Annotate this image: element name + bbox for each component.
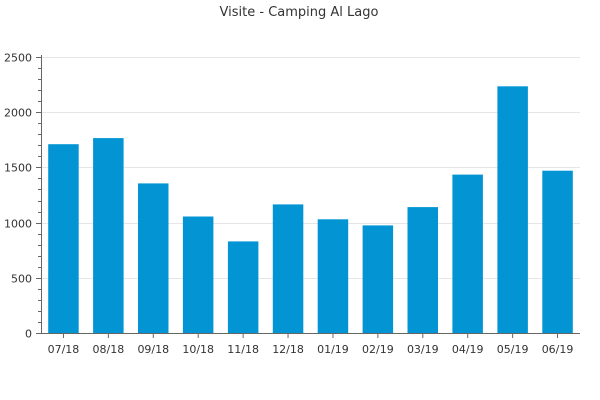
x-tick-label: 12/18 xyxy=(272,343,304,356)
bar xyxy=(317,219,349,333)
y-tick-label: 1000 xyxy=(4,218,32,231)
bar xyxy=(362,225,394,333)
bar xyxy=(452,174,483,333)
y-tick-label: 0 xyxy=(25,328,32,341)
x-tick-label: 05/19 xyxy=(497,343,529,356)
x-tick-label: 02/19 xyxy=(362,343,394,356)
bar xyxy=(227,241,259,333)
bar xyxy=(407,207,438,333)
x-tick-label: 06/19 xyxy=(542,343,574,356)
x-tick-label: 04/19 xyxy=(452,343,484,356)
y-tick-label: 500 xyxy=(11,273,32,286)
x-axis-tick-labels: 07/18 08/18 09/18 10/18 11/18 12/18 01/19 02/19… xyxy=(48,343,574,356)
x-tick-label: 07/18 xyxy=(48,343,80,356)
y-tick-label: 1500 xyxy=(4,162,32,175)
x-tick-label: 01/19 xyxy=(317,343,349,356)
x-tick-label: 03/19 xyxy=(407,343,439,356)
bars xyxy=(48,86,573,333)
grid-lines xyxy=(41,57,580,279)
bar xyxy=(93,138,124,333)
bar xyxy=(182,216,214,333)
y-tick-label: 2000 xyxy=(4,107,32,120)
y-axis-tick-labels: 0 500 1000 1500 2000 2500 xyxy=(4,52,32,341)
bar xyxy=(272,204,304,333)
bar xyxy=(497,86,528,333)
x-tick-label: 10/18 xyxy=(182,343,214,356)
bar xyxy=(48,144,79,333)
x-tick-label: 09/18 xyxy=(137,343,169,356)
x-tick-label: 11/18 xyxy=(227,343,259,356)
bar xyxy=(138,183,169,333)
y-tick-label: 2500 xyxy=(4,52,32,65)
x-tick-label: 08/18 xyxy=(93,343,125,356)
bar xyxy=(542,170,573,333)
axes xyxy=(36,55,580,338)
chart-title: Visite - Camping Al Lago xyxy=(220,5,379,20)
